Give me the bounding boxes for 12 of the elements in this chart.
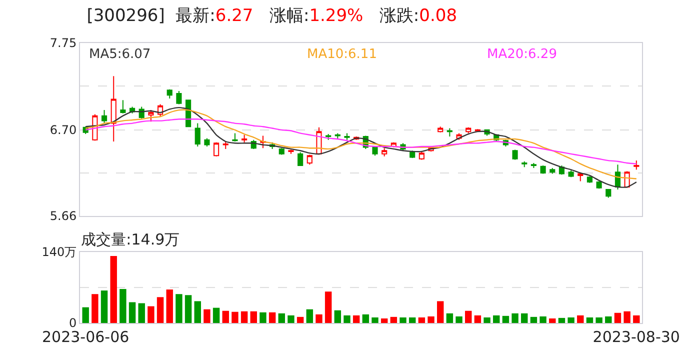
x-tick-label: 2023-08-30 <box>592 328 680 346</box>
y-tick-label: 140万 <box>42 245 77 260</box>
chart-title: 成交量:14.9万 <box>81 230 180 248</box>
text: MA20:6.29 <box>487 47 557 62</box>
text: MA10:6.11 <box>307 47 377 62</box>
y-tick-label: 6.70 <box>50 123 77 138</box>
text: MA5:6.07 <box>89 47 151 62</box>
y-tick-label: 7.75 <box>50 36 77 50</box>
chart-title: [300296] 最新:6.27 涨幅:1.29% 涨跌:0.08 <box>86 6 458 26</box>
x-tick-label: 2023-06-06 <box>42 328 130 346</box>
y-tick-label: 0 <box>68 316 77 330</box>
y-tick-label: 5.66 <box>50 209 77 224</box>
